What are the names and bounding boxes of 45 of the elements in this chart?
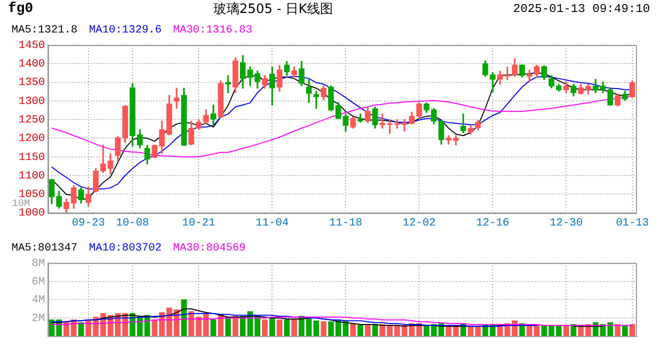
bar (78, 322, 84, 336)
y-tick-label: 1150 (18, 152, 45, 164)
bar (181, 299, 187, 336)
y-tick-label: 1350 (18, 77, 45, 90)
y-tick-label: 4M (32, 294, 45, 307)
y-tick-label: 2M (32, 312, 45, 325)
x-tick-label: 11-04 (256, 217, 290, 230)
text: MA30:1316.83 (173, 24, 252, 36)
text: fg0 (8, 1, 34, 17)
text: MA10:803702 (89, 242, 162, 254)
y-tick-label: 1450 (18, 40, 45, 52)
x-tick-label: 10-08 (116, 217, 150, 230)
x-tick-label: 01-13 (616, 217, 649, 230)
bar (622, 325, 628, 336)
bar (350, 323, 356, 336)
bar (276, 320, 282, 336)
bar (372, 324, 378, 336)
text: MA10:1329.6 (89, 24, 162, 36)
x-tick-label: 09-23 (72, 217, 105, 230)
y-tick-label: 1300 (18, 96, 45, 108)
bar (284, 320, 290, 336)
y-tick-label: 1000 (18, 208, 45, 220)
x-tick-label: 10-21 (182, 217, 216, 230)
bar (629, 324, 636, 336)
y-tick-label: 1100 (18, 170, 45, 182)
text: 2025-01-13 09:49:10 (513, 2, 650, 16)
bar (291, 320, 298, 336)
chart-title: 玻璃2505 - 日K线图 (213, 1, 333, 18)
y-tick-label: 1250 (18, 114, 45, 126)
y-tick-label: 6M (32, 276, 45, 288)
x-tick-label: 12-02 (402, 217, 436, 230)
bar (320, 321, 326, 336)
y-tick-label: 1400 (18, 58, 45, 71)
text: MA30:804569 (173, 242, 246, 254)
x-tick-label: 11-18 (329, 217, 362, 230)
bar (358, 325, 364, 336)
text: MA5:1321.8 (12, 24, 78, 36)
x-tick-label: 12-30 (550, 217, 583, 230)
bar (210, 320, 216, 336)
bar (262, 320, 268, 336)
x-tick-label: 12-16 (476, 217, 510, 230)
y-tick-label: 1200 (18, 133, 45, 146)
y-tick-label: 8M (32, 258, 45, 270)
text: MA5:801347 (12, 242, 78, 254)
bar (225, 316, 231, 336)
